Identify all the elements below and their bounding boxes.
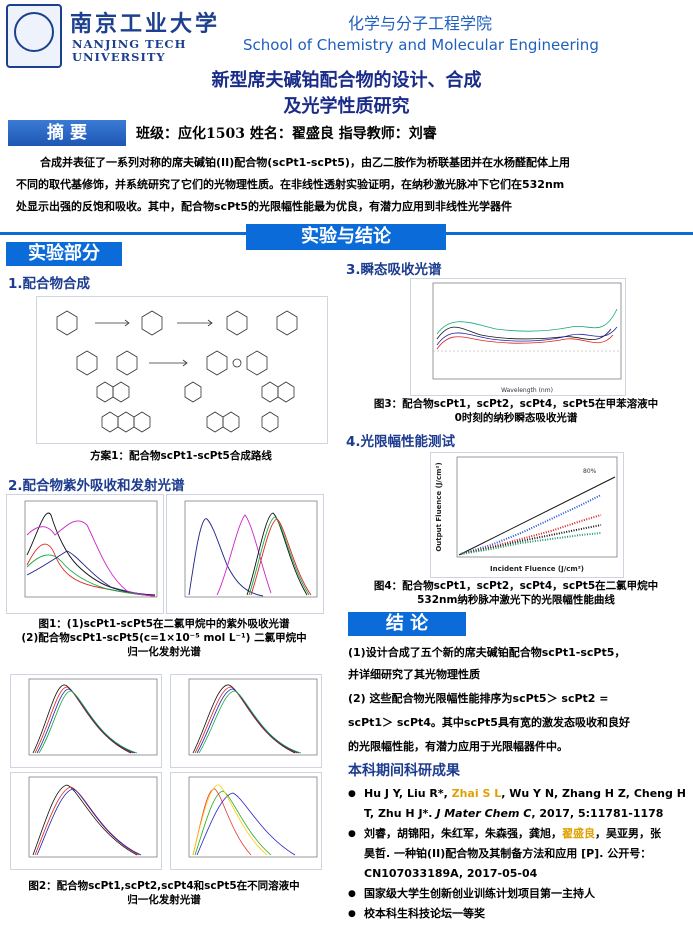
pub2-authors-a: 刘睿，胡锦阳，朱红军，朱森强，龚旭，: [364, 827, 562, 840]
abstract-line2: 不同的取代基修饰，并系统研究了它们的光物理性质。在非线性透射实验证明，在纳秒激光…: [16, 178, 565, 191]
solvent-emission-chart-scpt2: [170, 674, 322, 768]
transient-absorption-svg: Wavelength (nm): [432, 282, 622, 394]
conclusion-2b: scPt1＞ scPt4。其中scPt5具有宽的激发态吸收和良好: [348, 716, 630, 729]
fig3-caption-line1: 图3：配合物scPt1，scPt2，scPt4，scPt5在甲苯溶液中: [373, 398, 659, 410]
conclusion-2a: (2) 这些配合物光限幅性能排序为scPt5＞ scPt2 =: [348, 692, 609, 705]
solvent-emission-svg-4: [28, 776, 158, 858]
conclusion-1b: 并详细研究了其光物理性质: [348, 668, 480, 681]
solvent-emission-svg-1: [28, 678, 158, 756]
pub1-citation: , 2017, 5:11781-1178: [531, 807, 664, 820]
pub2-number: CN107033189A, 2017-05-04: [364, 867, 538, 880]
university-name-en-line1: NANJING TECH: [72, 37, 187, 51]
solvent-emission-chart-scpt5: [170, 772, 322, 870]
uv-absorption-chart: [6, 494, 164, 614]
fig2-caption-line2: 归一化发射光谱: [127, 894, 201, 906]
heading-uv-emission: 2.配合物紫外吸收和发射光谱: [8, 478, 185, 494]
fig4-xlabel: Incident Fluence (J/cm²): [490, 565, 584, 573]
publication-item-4: 校本科生科技论坛一等奖: [348, 904, 688, 924]
publication-item-3: 国家级大学生创新创业训练计划项目第一主持人: [348, 884, 688, 904]
fig3-xlabel: Wavelength (nm): [501, 387, 553, 394]
results-section-bar: 实验与结论: [246, 224, 446, 250]
synthesis-scheme-svg: [56, 310, 298, 433]
author-info: 班级：应化1503 姓名：翟盛良 指导教师：刘睿: [136, 126, 437, 142]
fig1-caption-line1: 图1：(1)scPt1-scPt5在二氯甲烷中的紫外吸收光谱: [38, 618, 290, 630]
publication-item-1: Hu J Y, Liu R*, Zhai S L, Wu Y N, Zhang …: [348, 784, 688, 824]
optical-limiting-svg: 80% Incident Fluence (J/cm²) Output Flue…: [435, 456, 618, 573]
solvent-emission-chart-scpt1: [10, 674, 162, 768]
heading-transient-absorption: 3.瞬态吸收光谱: [346, 262, 442, 278]
publication-item-2: 刘睿，胡锦阳，朱红军，朱森强，龚旭，翟盛良，吴亚男，张 昊哲. 一种铂(II)配…: [348, 824, 688, 884]
fig4-caption-line1: 图4：配合物scPt1，scPt2，scPt4，scPt5在二氯甲烷中: [373, 580, 659, 592]
fig4-caption-line2: 532nm纳秒脉冲激光下的光限幅性能曲线: [417, 594, 615, 606]
university-seal-logo: [6, 4, 62, 68]
pub1-authors-a: Hu J Y, Liu R*,: [364, 787, 452, 800]
fig4-percent-label: 80%: [583, 468, 597, 475]
solvent-emission-svg-2: [188, 678, 318, 756]
fig1-caption-line3: 归一化发射光谱: [127, 646, 201, 658]
university-name-cn: 南京工业大学: [70, 11, 221, 37]
conclusion-section-bar: 结 论: [348, 612, 466, 636]
pub2-authors-b: ，吴亚男，张: [595, 827, 661, 840]
publication-list: Hu J Y, Liu R*, Zhai S L, Wu Y N, Zhang …: [348, 784, 688, 924]
heading-optical-limiting: 4.光限幅性能测试: [346, 434, 456, 450]
scheme1-caption: 方案1：配合物scPt1-scPt5合成路线: [90, 450, 272, 462]
solvent-emission-chart-scpt4: [10, 772, 162, 870]
fig4-ylabel: Output Fluence (J/cm²): [435, 462, 443, 551]
poster-title-line1: 新型席夫碱铂配合物的设计、合成: [211, 70, 482, 91]
fig2-caption-line1: 图2：配合物scPt1,scPt2,scPt4和scPt5在不同溶液中: [28, 880, 300, 892]
university-name-en-line2: UNIVERSITY: [72, 50, 166, 64]
pub2-author-highlight: 翟盛良: [562, 827, 595, 840]
school-name-en: School of Chemistry and Molecular Engine…: [243, 36, 599, 54]
experiment-section-bar: 实验部分: [6, 242, 122, 266]
synthesis-scheme-figure: [36, 296, 328, 444]
school-name-cn: 化学与分子工程学院: [348, 14, 493, 33]
university-name-en: NANJING TECH UNIVERSITY: [72, 38, 186, 64]
transient-absorption-chart: Wavelength (nm): [410, 278, 626, 396]
pub1-authors-b: , Wu Y N, Zhang H Z, Cheng H: [501, 787, 686, 800]
abstract-label: 摘 要: [8, 120, 126, 146]
pub2-title: 昊哲. 一种铂(II)配合物及其制备方法和应用 [P]. 公开号：: [364, 847, 652, 860]
fig1-caption-line2: (2)配合物scPt1-scPt5(c=1×10⁻⁵ mol L⁻¹) 二氯甲烷…: [21, 632, 307, 644]
optical-limiting-chart: 80% Incident Fluence (J/cm²) Output Flue…: [430, 452, 624, 578]
fig3-caption-line2: 0时刻的纳秒瞬态吸收光谱: [454, 412, 578, 424]
solvent-emission-svg-5: [188, 776, 318, 858]
conclusion-1a: (1)设计合成了五个新的席夫碱铂配合物scPt1-scPt5，: [348, 646, 626, 659]
heading-achievements: 本科期间科研成果: [348, 763, 460, 779]
emission-svg: [184, 500, 318, 598]
conclusion-2c: 的光限幅性能，有潜力应用于光限幅器件中。: [348, 740, 568, 753]
poster-title-line2: 及光学性质研究: [283, 96, 410, 117]
pub1-authors-c: T, Zhu H J*.: [364, 807, 437, 820]
abstract-line1: 合成并表征了一系列对称的席夫碱铂(II)配合物(scPt1-scPt5)，由乙二…: [40, 156, 570, 169]
pub1-journal: J Mater Chem C: [436, 807, 532, 820]
heading-synthesis: 1.配合物合成: [8, 276, 91, 292]
emission-chart: [166, 494, 324, 614]
abstract-line3: 处显示出强的反饱和吸收。其中，配合物scPt5的光限幅性能最为优良，有潜力应用到…: [16, 200, 513, 213]
pub1-author-highlight: Zhai S L: [451, 787, 502, 800]
uv-absorption-svg: [24, 500, 158, 598]
